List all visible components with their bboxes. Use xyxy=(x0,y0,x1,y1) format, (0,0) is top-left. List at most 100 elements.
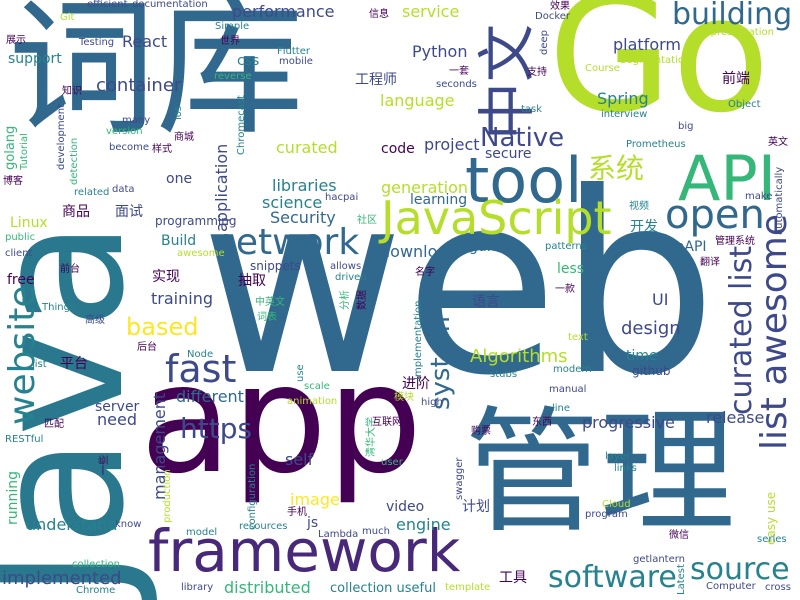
word-server: server xyxy=(95,399,140,415)
word-model: model xyxy=(186,527,218,538)
word-program: program xyxy=(585,509,628,520)
word-user: user xyxy=(381,457,403,468)
word-zhichi: 支持 xyxy=(527,67,547,78)
word-time: time xyxy=(626,348,658,364)
word-restful: RESTful xyxy=(5,434,44,445)
word-container: container xyxy=(96,75,182,96)
word-curated: curated xyxy=(276,138,338,157)
word-platform: platform xyxy=(613,35,681,54)
word-seconds: seconds xyxy=(436,79,477,90)
word-things: Things xyxy=(42,302,76,313)
word-computer: Computer xyxy=(706,581,756,592)
word-app: app xyxy=(140,333,423,507)
word-version: version xyxy=(106,126,143,137)
word-service: service xyxy=(402,2,460,21)
word-getlantern: getlantern xyxy=(633,554,686,565)
word-software: software xyxy=(548,560,677,595)
word-chromecast: Chromecast xyxy=(236,95,247,155)
word-shangpin: 商品 xyxy=(62,204,90,220)
word-collection: collection xyxy=(72,559,120,570)
word-automatically: automatically xyxy=(774,166,785,235)
word-design: design xyxy=(621,318,681,339)
word-layer: layer xyxy=(605,451,631,462)
word-ui: UI xyxy=(652,290,669,309)
word-lambda: Lambda xyxy=(318,529,359,540)
word-xinxi: 信息 xyxy=(369,9,389,20)
word-jihua: 计划 xyxy=(462,499,490,515)
word-mokuai: 模块 xyxy=(394,392,414,403)
word-object: Object xyxy=(728,99,761,110)
word-awesome: awesome xyxy=(177,248,225,259)
word-different: different xyxy=(176,387,244,406)
word-shipin: 视频 xyxy=(629,201,649,212)
word-shouji: 手机 xyxy=(287,507,307,518)
word-support: support xyxy=(8,51,62,67)
word-native: Native xyxy=(480,123,565,153)
word-course: Course xyxy=(585,63,620,74)
word-image: image xyxy=(290,490,340,509)
word-javascript: JavaScript xyxy=(381,191,612,245)
word-project: project xyxy=(424,135,480,154)
word-engine: engine xyxy=(396,515,451,534)
word-https: https xyxy=(180,412,253,445)
word-golang: golang xyxy=(3,125,18,170)
word-interview: interview xyxy=(601,109,648,120)
word-shequ: 社区 xyxy=(357,215,377,226)
word-hulianwang: 互联网 xyxy=(372,417,402,428)
word-api: API xyxy=(678,142,777,215)
word-docker: Docker xyxy=(535,11,571,22)
word-flutter: Flutter xyxy=(277,46,310,57)
word-boke: 博客 xyxy=(3,176,23,187)
word-shangcheng: 商城 xyxy=(174,132,194,143)
word-use: use xyxy=(295,364,306,382)
word-generation: generation xyxy=(381,178,469,197)
word-need: need xyxy=(97,410,137,429)
word-guanlixitong: 管理系统 xyxy=(715,236,755,247)
word-guanli: 管理 xyxy=(465,394,735,551)
word-data: data xyxy=(112,184,135,195)
word-based: based xyxy=(126,313,199,341)
word-build: Build xyxy=(161,233,197,249)
word-goupiao: 购票 xyxy=(471,426,491,437)
word-deep: deep xyxy=(539,30,550,55)
word-latest: Latest xyxy=(676,564,687,595)
word-website: website xyxy=(2,285,43,425)
word-mobile: mobile xyxy=(279,56,313,67)
word-github: github xyxy=(632,364,671,378)
word-simple: Simple xyxy=(215,21,250,32)
word-free: free xyxy=(7,272,35,288)
word-qiantai: 前台 xyxy=(60,264,80,275)
word-shuju: 数据 xyxy=(357,290,368,310)
word-houtai: 后台 xyxy=(137,342,157,353)
word-pipei: 匹配 xyxy=(44,419,64,430)
word-git: Git xyxy=(60,12,75,23)
word-efficient: efficient xyxy=(87,0,128,10)
word-xitong: 系统 xyxy=(588,152,645,185)
word-guide: guide xyxy=(469,239,509,255)
word-python: Python xyxy=(412,42,468,61)
word-zhanshi: 展示 xyxy=(6,35,26,46)
word-public: public xyxy=(5,232,36,243)
word-scale: scale xyxy=(304,381,330,392)
word-patterns: patterns xyxy=(545,241,587,252)
word-ciku: 词库 xyxy=(8,0,304,155)
word-ios: ios xyxy=(173,105,184,120)
word-shixian: 实现 xyxy=(152,269,180,285)
word-code: code xyxy=(381,141,415,157)
word-yikuan: 一款 xyxy=(555,284,575,295)
word-react: React xyxy=(122,32,168,51)
word-development: development xyxy=(56,104,67,170)
word-library: library xyxy=(181,582,214,593)
word-openapi: OpenAPI xyxy=(647,239,707,255)
word-mianshi: 面试 xyxy=(115,204,143,220)
word-implementation: Implementation xyxy=(413,300,424,380)
word-yangshi: 样式 xyxy=(152,144,172,155)
word-curated-list: curated list xyxy=(724,245,759,415)
word-self: self xyxy=(285,450,314,469)
word-tutorial: Tutorial xyxy=(19,133,30,170)
word-animation: animation xyxy=(287,396,338,407)
word-cibiao: 词表 xyxy=(257,312,277,323)
word-training: training xyxy=(151,289,213,308)
word-video: video xyxy=(386,499,425,515)
